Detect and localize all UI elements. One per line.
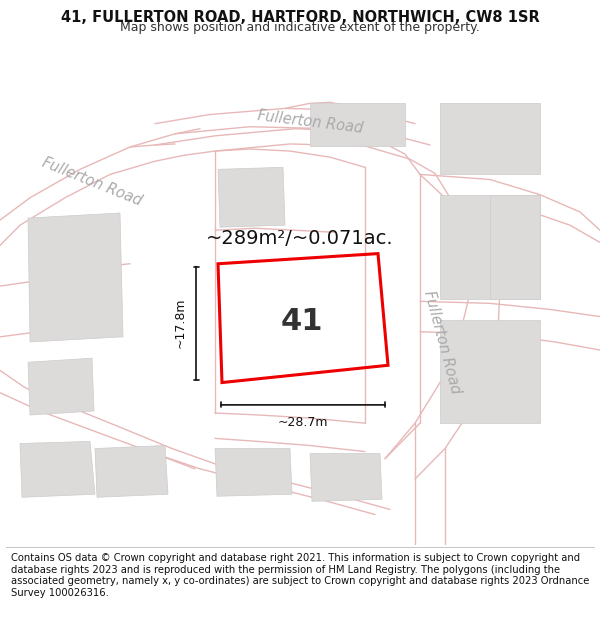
Polygon shape xyxy=(28,213,123,342)
Polygon shape xyxy=(218,168,285,228)
Text: Contains OS data © Crown copyright and database right 2021. This information is : Contains OS data © Crown copyright and d… xyxy=(11,553,589,598)
Polygon shape xyxy=(440,319,540,423)
Text: Map shows position and indicative extent of the property.: Map shows position and indicative extent… xyxy=(120,21,480,34)
Polygon shape xyxy=(490,195,540,299)
Text: ~28.7m: ~28.7m xyxy=(278,416,328,429)
Text: ~289m²/~0.071ac.: ~289m²/~0.071ac. xyxy=(206,229,394,248)
Text: Fullerton Road: Fullerton Road xyxy=(40,154,144,208)
Text: ~17.8m: ~17.8m xyxy=(173,298,187,348)
Polygon shape xyxy=(440,195,540,299)
Polygon shape xyxy=(310,454,382,501)
Polygon shape xyxy=(95,446,168,498)
Text: Fullerton Road: Fullerton Road xyxy=(421,289,463,395)
Text: 41: 41 xyxy=(280,307,323,336)
Polygon shape xyxy=(310,103,405,146)
Text: Fullerton Road: Fullerton Road xyxy=(256,107,364,136)
Polygon shape xyxy=(20,441,95,498)
Text: 41, FULLERTON ROAD, HARTFORD, NORTHWICH, CW8 1SR: 41, FULLERTON ROAD, HARTFORD, NORTHWICH,… xyxy=(61,11,539,26)
Polygon shape xyxy=(215,449,292,496)
Polygon shape xyxy=(28,358,94,415)
Polygon shape xyxy=(440,103,540,174)
